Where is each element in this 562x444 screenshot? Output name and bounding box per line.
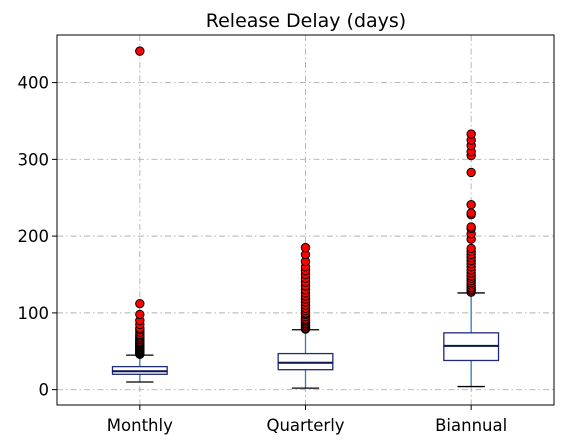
biannual-outlier-point: [466, 243, 476, 254]
y-tick-label: 200: [18, 227, 50, 246]
biannual-outlier-point: [466, 199, 476, 210]
monthly-outlier-point: [135, 298, 145, 309]
biannual-outlier-point: [466, 208, 476, 218]
chart-title: Release Delay (days): [206, 10, 406, 32]
outlier-points: [135, 46, 476, 360]
monthly-outlier-point: [135, 309, 145, 320]
quarterly-box: [277, 352, 334, 371]
biannual-outlier-point: [466, 222, 476, 232]
y-tick-label: 400: [18, 74, 50, 93]
y-tick-label: 300: [18, 150, 50, 169]
biannual-outlier-point: [466, 129, 476, 139]
biannual-outlier-point: [466, 167, 476, 178]
x-tick-label: Quarterly: [266, 416, 344, 435]
x-tick-label: Biannual: [435, 416, 507, 435]
y-tick-label: 0: [39, 381, 50, 400]
quarterly-outlier-point: [300, 242, 311, 253]
monthly-outlier-point: [135, 46, 145, 56]
boxes: [111, 292, 500, 389]
y-tick-label: 100: [18, 304, 50, 323]
axes: 0 100 200 300 400 Monthly Quarterly Biannual: [18, 74, 508, 435]
x-tick-label: Monthly: [107, 416, 173, 435]
